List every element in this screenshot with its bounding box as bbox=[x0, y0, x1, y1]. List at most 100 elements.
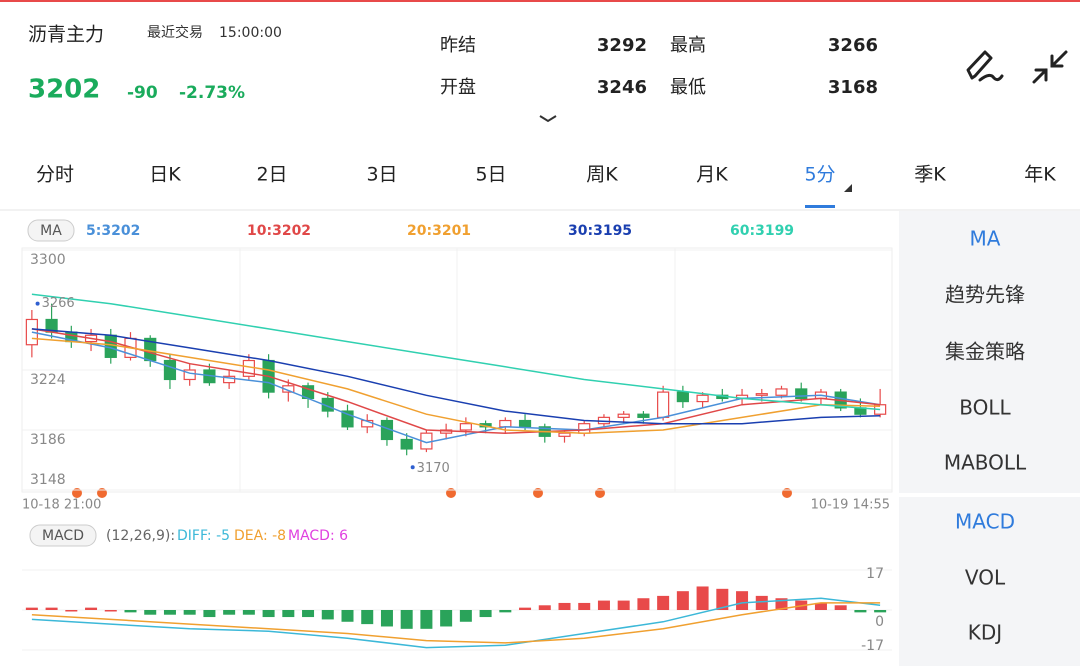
high-dot bbox=[35, 301, 40, 306]
macd-bar bbox=[657, 595, 670, 610]
quote-value: 3292 bbox=[597, 35, 647, 56]
indicator-panel bbox=[899, 497, 1080, 666]
macd-bar bbox=[814, 602, 827, 610]
macd-bar bbox=[736, 591, 749, 610]
tab[interactable]: 日K bbox=[149, 164, 181, 186]
candle-body bbox=[163, 359, 177, 381]
x-label: 10-18 21:00 bbox=[22, 498, 101, 513]
quote-label: 最高 bbox=[670, 35, 706, 56]
indicator-panel bbox=[899, 211, 1080, 493]
expand-chevron[interactable] bbox=[539, 115, 557, 123]
candle-body bbox=[637, 413, 650, 418]
macd-value-label: MACD: 6 bbox=[288, 528, 348, 544]
indicator-option[interactable]: BOLL bbox=[959, 396, 1011, 420]
candle-body bbox=[558, 432, 571, 437]
tab[interactable]: 分时 bbox=[36, 164, 74, 186]
macd-bar bbox=[163, 610, 176, 615]
macd-title: MACD bbox=[42, 528, 84, 544]
x-label: 10-19 14:55 bbox=[811, 498, 890, 513]
macd-bar bbox=[578, 602, 591, 610]
legend-entry: 30:3195 bbox=[568, 223, 632, 239]
macd-bar bbox=[262, 610, 275, 618]
ma-line bbox=[31, 328, 881, 425]
macd-bar bbox=[440, 610, 453, 627]
quote-value: 3168 bbox=[828, 77, 878, 98]
legend-entry: 20:3201 bbox=[407, 223, 471, 239]
y-tick-label: 3148 bbox=[30, 472, 66, 488]
diff-label: DIFF: -5 bbox=[177, 528, 230, 544]
macd-bar bbox=[282, 610, 295, 618]
indicator-option[interactable]: VOL bbox=[965, 566, 1006, 590]
tab[interactable]: 年K bbox=[1024, 164, 1056, 186]
y-tick-label: 3300 bbox=[30, 252, 66, 268]
price-change: -90 bbox=[127, 83, 158, 103]
legend-entry: 10:3202 bbox=[247, 223, 311, 239]
macd-bar bbox=[755, 595, 768, 610]
instrument-name: 沥青主力 bbox=[28, 24, 104, 46]
tab[interactable]: 2日 bbox=[256, 164, 287, 186]
macd-bar bbox=[361, 610, 374, 625]
indicator-option[interactable]: MABOLL bbox=[944, 451, 1027, 475]
quote-value: 3246 bbox=[597, 77, 647, 98]
macd-bar bbox=[203, 610, 216, 618]
indicator-option[interactable]: 集金策略 bbox=[945, 340, 1025, 364]
tab[interactable]: 周K bbox=[586, 164, 618, 186]
dea-label: DEA: -8 bbox=[234, 528, 286, 544]
macd-bar bbox=[25, 607, 38, 610]
tab[interactable]: 月K bbox=[696, 164, 728, 186]
macd-bar bbox=[479, 610, 492, 618]
pen-stroke bbox=[978, 73, 1004, 82]
last-price: 3202 bbox=[28, 75, 100, 105]
price-change-pct: -2.73% bbox=[179, 83, 245, 103]
candle-body bbox=[518, 419, 532, 428]
y-tick-label: 3224 bbox=[30, 372, 66, 388]
quote-value: 3266 bbox=[828, 35, 878, 56]
arrow bbox=[1032, 68, 1048, 84]
indicator-option[interactable]: MACD bbox=[955, 510, 1015, 534]
top-border bbox=[0, 0, 1080, 2]
tab[interactable]: 季K bbox=[914, 164, 946, 186]
macd-bar bbox=[775, 598, 788, 610]
macd-bar bbox=[519, 607, 532, 610]
indicator-option[interactable]: KDJ bbox=[968, 621, 1002, 645]
macd-bar bbox=[676, 591, 689, 610]
legend-box[interactable] bbox=[29, 524, 97, 547]
candle-body bbox=[795, 388, 808, 400]
macd-bar bbox=[637, 598, 650, 610]
arrow bbox=[1050, 50, 1068, 68]
ma-line bbox=[31, 328, 881, 434]
macd-bar bbox=[874, 610, 887, 613]
legend-box[interactable] bbox=[27, 219, 75, 242]
tab-dropdown bbox=[844, 184, 852, 192]
tab[interactable]: 5日 bbox=[475, 164, 506, 186]
macd-bar bbox=[242, 610, 255, 615]
macd-bar bbox=[400, 610, 413, 629]
diff-line bbox=[31, 597, 881, 649]
indicator-option[interactable]: MA bbox=[970, 227, 1001, 251]
candle-body bbox=[341, 410, 354, 428]
tab[interactable]: 3日 bbox=[366, 164, 397, 186]
low-label: 3170 bbox=[417, 461, 450, 476]
candle-body bbox=[755, 393, 768, 396]
quote-label: 开盘 bbox=[440, 77, 476, 98]
dea-line bbox=[31, 602, 881, 644]
macd-bar bbox=[696, 586, 709, 610]
candle-body bbox=[25, 318, 38, 346]
draw-icon[interactable] bbox=[966, 50, 1004, 82]
candle-body bbox=[578, 423, 591, 434]
macd-params: (12,26,9): bbox=[106, 528, 175, 544]
tab-bar: 分时 日K 2日 3日 5日 周K 月K 5分 季K 年K bbox=[36, 164, 1056, 208]
tab[interactable]: 5分 bbox=[804, 164, 835, 186]
collapse-icon[interactable] bbox=[1032, 50, 1068, 84]
candle-body bbox=[183, 369, 196, 381]
candle-body bbox=[696, 394, 709, 403]
candle-body bbox=[459, 423, 472, 431]
candle-body bbox=[223, 375, 236, 384]
indicator-option[interactable]: 趋势先锋 bbox=[945, 283, 1025, 307]
macd-bar bbox=[45, 607, 58, 610]
macd-bar bbox=[85, 607, 98, 610]
legend-title: MA bbox=[40, 223, 62, 239]
ma-line bbox=[31, 331, 881, 444]
